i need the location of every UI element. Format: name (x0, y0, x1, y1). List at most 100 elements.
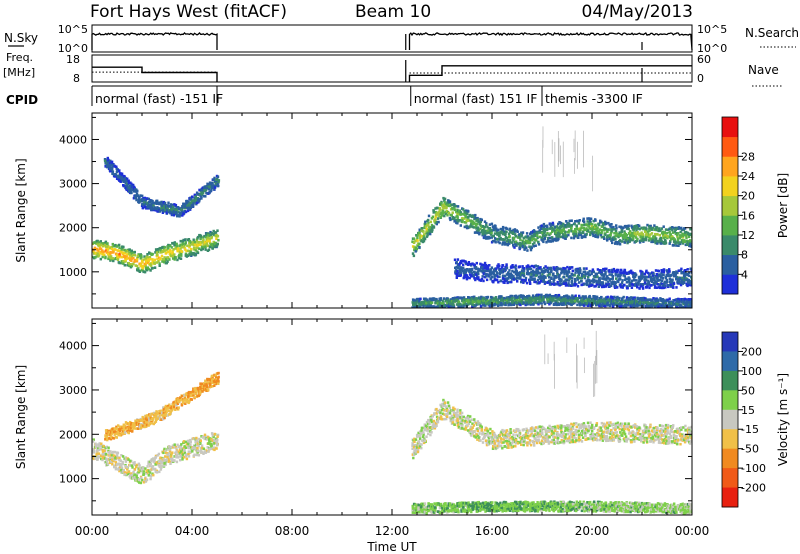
power-cell (602, 299, 605, 303)
power-cell (478, 223, 482, 226)
power-cell (503, 238, 506, 241)
power-cell (500, 271, 503, 274)
power-cell (507, 296, 510, 299)
power-cell (119, 172, 122, 176)
power-cell (473, 270, 476, 274)
power-cell (645, 305, 648, 308)
power-cell (543, 301, 546, 304)
power-cell (618, 242, 622, 246)
power-cell (590, 225, 594, 228)
power-cell (649, 301, 652, 305)
power-cell (686, 268, 689, 271)
power-cell (558, 232, 561, 235)
power-cell (647, 239, 651, 242)
power-cell (442, 196, 445, 200)
power-cell (597, 231, 600, 234)
power-cell (652, 297, 655, 300)
power-cell (118, 254, 122, 258)
power-cell (614, 272, 617, 275)
velocity-cell (99, 454, 103, 457)
power-cell (672, 286, 675, 289)
power-cell (416, 242, 420, 245)
power-cell (646, 271, 650, 275)
power-cell (121, 177, 124, 180)
power-cell (188, 204, 192, 207)
power-cell (453, 206, 456, 209)
power-cell (543, 230, 547, 233)
power-cell (193, 252, 196, 255)
power-cell (186, 244, 189, 248)
power-cell (662, 273, 665, 276)
power-cell (624, 236, 627, 239)
power-cell (95, 239, 99, 243)
velocity-cell (94, 457, 97, 460)
power-cell (486, 302, 489, 305)
power-cell (664, 236, 667, 239)
power-cell (648, 286, 651, 290)
power-cell (639, 297, 642, 300)
power-cell (466, 276, 469, 279)
power-cell (143, 201, 146, 204)
power-cell (459, 259, 463, 263)
power-cell (205, 242, 209, 245)
power-cell (541, 273, 544, 276)
power-cell (205, 232, 208, 236)
power-cell (665, 269, 669, 273)
power-cell (483, 261, 487, 265)
power-cell (560, 229, 563, 232)
power-cell (657, 229, 660, 233)
power-cell (515, 298, 519, 302)
power-cell (513, 270, 517, 274)
power-cell (187, 200, 190, 203)
power-cell (188, 207, 191, 211)
power-cell (683, 239, 686, 242)
power-cell (666, 298, 670, 302)
power-cell (546, 228, 549, 231)
power-cell (118, 174, 122, 178)
power-cell (184, 238, 187, 241)
power-cell (469, 270, 472, 273)
freq-tick-high: 18 (66, 53, 80, 66)
power-cell (562, 266, 565, 270)
power-cell (176, 208, 179, 211)
power-cell (462, 266, 465, 270)
power-cell (423, 222, 426, 226)
power-cell (580, 226, 583, 230)
power-cell (577, 281, 581, 284)
power-cell (511, 269, 514, 273)
power-cell (538, 301, 541, 304)
power-cell (518, 241, 521, 245)
power-cell (542, 240, 545, 244)
power-cell (132, 190, 136, 193)
power-cell (201, 189, 204, 192)
power-cell (200, 193, 204, 196)
power-cell (423, 301, 426, 305)
power-cell (216, 229, 219, 232)
power-cell (608, 223, 611, 227)
power-cell (486, 267, 490, 270)
power-cell (505, 277, 508, 280)
power-cell (193, 240, 197, 244)
power-cell (156, 199, 159, 203)
power-cell (607, 280, 610, 284)
power-cell (530, 299, 534, 303)
power-cell (597, 223, 600, 226)
power-cell (415, 301, 418, 304)
power-cell (424, 225, 428, 228)
power-cell (635, 229, 638, 232)
power-cell (436, 300, 440, 303)
power-cell (557, 226, 560, 230)
power-cell (662, 270, 665, 274)
power-cell (465, 215, 469, 219)
power-cell (475, 271, 478, 274)
power-cell (436, 302, 440, 305)
power-cell (587, 280, 590, 283)
power-cell (467, 262, 471, 266)
power-cell (654, 297, 657, 301)
power-cell (445, 206, 448, 209)
power-cell (110, 168, 113, 171)
power-cell (198, 197, 201, 201)
power-cell (682, 305, 685, 308)
power-cell (651, 280, 654, 283)
power-cell (594, 233, 597, 237)
